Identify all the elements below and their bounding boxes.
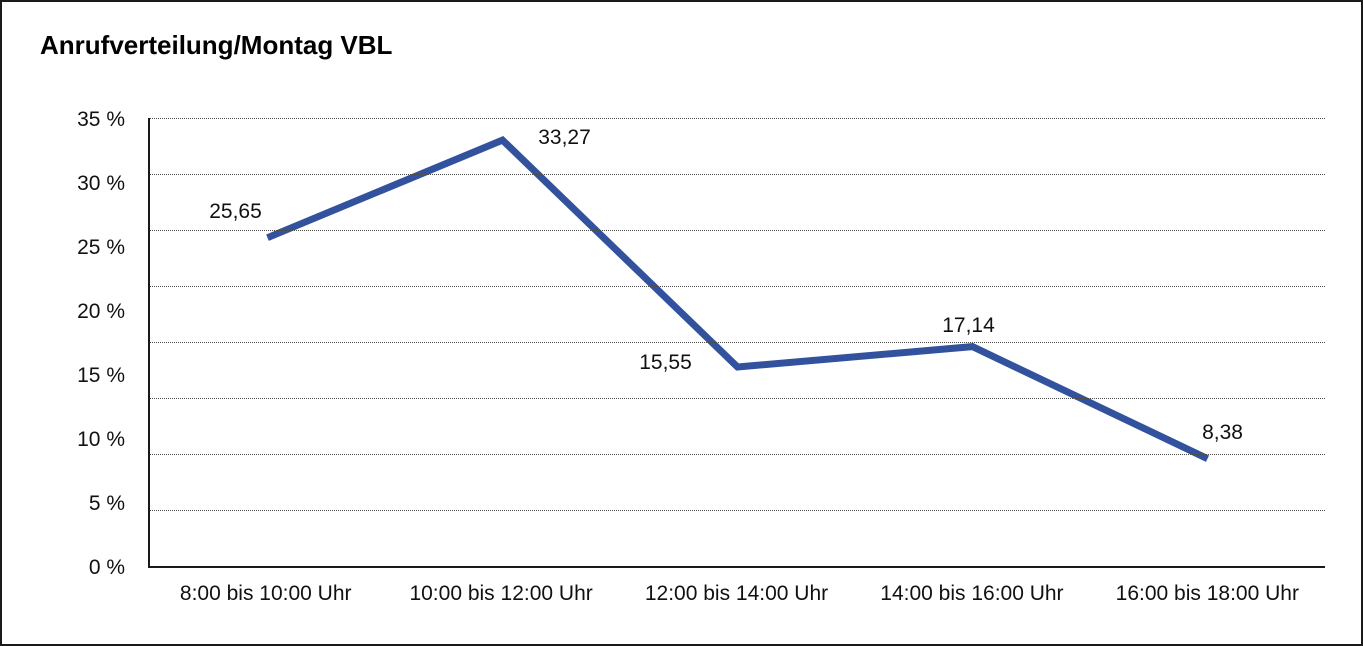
gridline xyxy=(150,174,1325,175)
y-axis-tick-label: 20 % xyxy=(77,300,125,323)
x-axis-category-label: 14:00 bis 16:00 Uhr xyxy=(880,582,1064,605)
gridline xyxy=(150,342,1325,343)
gridline xyxy=(150,454,1325,455)
y-axis-tick-label: 10 % xyxy=(77,428,125,451)
data-point-label: 25,65 xyxy=(209,199,262,223)
data-point-label: 8,38 xyxy=(1202,420,1243,444)
gridline xyxy=(150,510,1325,511)
x-axis-category-label: 16:00 bis 18:00 Uhr xyxy=(1115,582,1299,605)
plot-area: 25,65 33,27 15,55 17,14 8,38 xyxy=(148,118,1325,568)
y-axis-tick-label: 30 % xyxy=(77,172,125,195)
data-point-label: 33,27 xyxy=(538,126,591,150)
data-point-label: 17,14 xyxy=(942,313,995,337)
y-axis-tick-label: 0 % xyxy=(88,556,125,579)
x-axis-category-label: 12:00 bis 14:00 Uhr xyxy=(644,582,829,605)
x-axis-category-label: 8:00 bis 10:00 Uhr xyxy=(179,582,352,605)
chart-title: Anrufverteilung/Montag VBL xyxy=(40,30,393,60)
gridline xyxy=(150,398,1325,399)
x-axis: 8:00 bis 10:00 Uhr 10:00 bis 12:00 Uhr 12:… xyxy=(148,582,1325,606)
y-axis-tick-label: 5 % xyxy=(88,492,125,515)
gridline xyxy=(150,286,1325,287)
y-axis-tick-label: 25 % xyxy=(77,236,125,259)
y-axis-tick-label: 35 % xyxy=(77,108,125,131)
y-axis-tick-label: 15 % xyxy=(77,364,125,387)
gridline xyxy=(150,118,1325,119)
data-point-label: 15,55 xyxy=(639,350,692,374)
line-series xyxy=(266,135,1210,462)
x-axis-category-label: 10:00 bis 12:00 Uhr xyxy=(409,582,593,605)
y-axis: 35 % 30 % 25 % 20 % 15 % 10 % 5 % 0 % xyxy=(2,108,1361,579)
gridline xyxy=(150,230,1325,231)
series-line xyxy=(266,135,1210,462)
